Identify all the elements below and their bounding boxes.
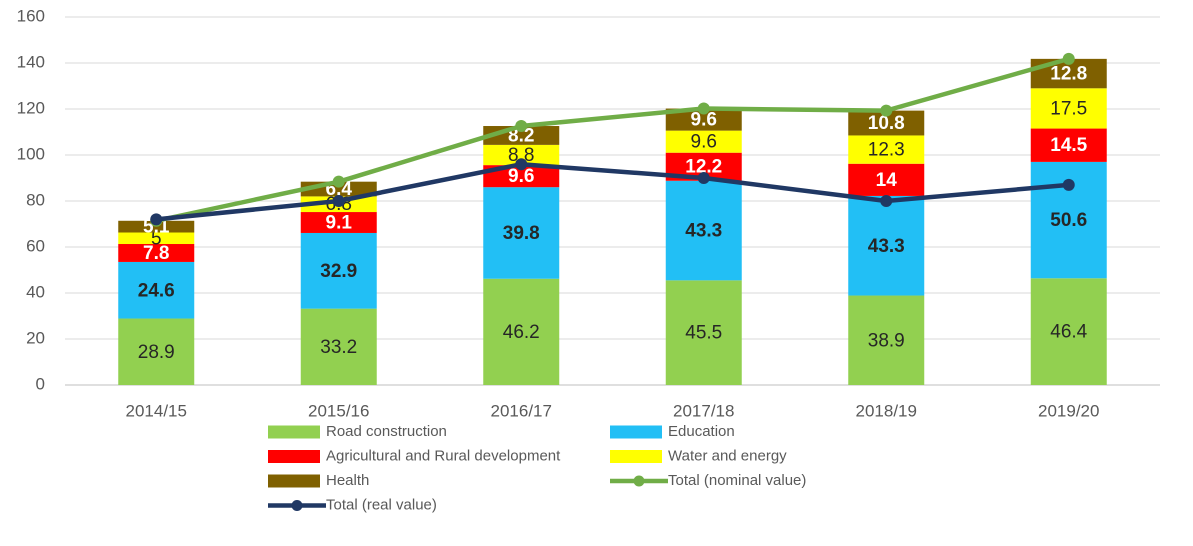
value-label: 12.3: [868, 140, 905, 161]
bar-segment: [118, 244, 195, 262]
bar-segment: [118, 232, 195, 245]
value-label: 32.9: [320, 261, 357, 282]
value-label: 33.2: [320, 337, 357, 358]
bar-segment: [1030, 88, 1107, 129]
legend-swatch: [610, 425, 662, 439]
x-tick-label: 2015/16: [308, 401, 369, 420]
line-point: [880, 195, 893, 207]
value-label: 7.8: [143, 243, 169, 264]
value-label: 50.6: [1050, 210, 1087, 231]
bar-segment: [483, 187, 560, 279]
bar-segment: [300, 308, 377, 385]
y-tick-label: 20: [26, 328, 45, 347]
x-tick-label: 2016/17: [491, 401, 552, 420]
line-point: [332, 175, 345, 188]
legend-label: Agricultural and Rural development: [326, 447, 561, 464]
value-label: 45.5: [685, 323, 722, 344]
value-label: 9.1: [326, 213, 353, 234]
x-tick-label: 2018/19: [856, 401, 917, 420]
bar-segment: [665, 180, 742, 281]
legend-label: Road construction: [326, 423, 447, 440]
line-point: [332, 195, 345, 207]
y-tick-label: 0: [36, 374, 45, 393]
value-label: 9.6: [508, 166, 534, 187]
bar-segment: [483, 144, 560, 166]
value-label: 46.2: [503, 322, 540, 343]
bar-segment: [665, 108, 742, 131]
line-point: [515, 158, 528, 171]
value-label: 43.3: [685, 221, 722, 242]
line-point: [880, 104, 893, 117]
value-label: 46.4: [1050, 322, 1087, 343]
bar-segment: [848, 135, 925, 164]
value-label: 5: [151, 228, 162, 249]
bar-segment: [1030, 128, 1107, 162]
bar-segment: [848, 195, 925, 296]
bar-segment: [848, 295, 925, 385]
value-label: 12.2: [685, 157, 722, 178]
legend-marker: [291, 500, 303, 511]
line-point: [1062, 52, 1075, 65]
bar-segment: [665, 280, 742, 385]
x-tick-label: 2019/20: [1038, 401, 1099, 420]
legend-label: Health: [326, 472, 369, 489]
line-series: [155, 56, 1070, 223]
y-tick-label: 160: [17, 6, 45, 25]
legend-label: Total (nominal value): [668, 472, 806, 489]
value-label: 5.1: [143, 217, 170, 238]
legend-label: Water and energy: [668, 447, 787, 464]
line-point: [150, 213, 163, 226]
x-tick-label: 2017/18: [673, 401, 734, 420]
bar-segment: [483, 278, 560, 385]
value-label: 38.9: [868, 330, 905, 351]
legend-swatch: [268, 474, 320, 488]
line-point: [1062, 178, 1075, 191]
legend-marker: [633, 475, 645, 487]
line-point: [515, 120, 528, 133]
bar-segment: [300, 212, 377, 233]
x-tick-label: 2014/15: [126, 401, 187, 420]
value-label: 10.8: [868, 113, 905, 134]
value-label: 17.5: [1050, 98, 1087, 119]
bar-segment: [665, 130, 742, 153]
line-point: [697, 102, 710, 115]
value-label: 9.6: [691, 110, 717, 131]
bar-segment: [1030, 278, 1107, 385]
line-series: [156, 161, 1069, 222]
legend-label: Education: [668, 423, 735, 440]
value-label: 14.5: [1050, 135, 1087, 156]
y-tick-label: 140: [17, 52, 45, 71]
bar-segment: [118, 261, 195, 319]
value-label: 12.8: [1050, 64, 1087, 85]
bar-segment: [483, 165, 560, 188]
y-tick-label: 100: [17, 144, 45, 163]
value-label: 43.3: [868, 236, 905, 257]
bar-segment: [300, 232, 377, 309]
value-label: 28.9: [138, 342, 175, 363]
value-label: 8.2: [508, 125, 534, 146]
value-label: 24.6: [138, 280, 175, 301]
value-label: 39.8: [503, 223, 540, 244]
legend-swatch: [610, 450, 662, 463]
legend-swatch: [268, 425, 320, 439]
value-label: 9.6: [691, 132, 717, 153]
bar-segment: [118, 318, 195, 385]
line-point: [697, 172, 710, 184]
legend-label: Total (real value): [326, 496, 437, 513]
value-label: 8.8: [508, 145, 534, 166]
y-tick-label: 120: [17, 98, 45, 117]
y-tick-label: 40: [26, 282, 45, 301]
bar-segment: [848, 163, 925, 196]
value-label: 14: [876, 170, 898, 191]
y-tick-label: 80: [26, 190, 45, 209]
legend-swatch: [268, 450, 320, 463]
y-tick-label: 60: [26, 236, 45, 255]
